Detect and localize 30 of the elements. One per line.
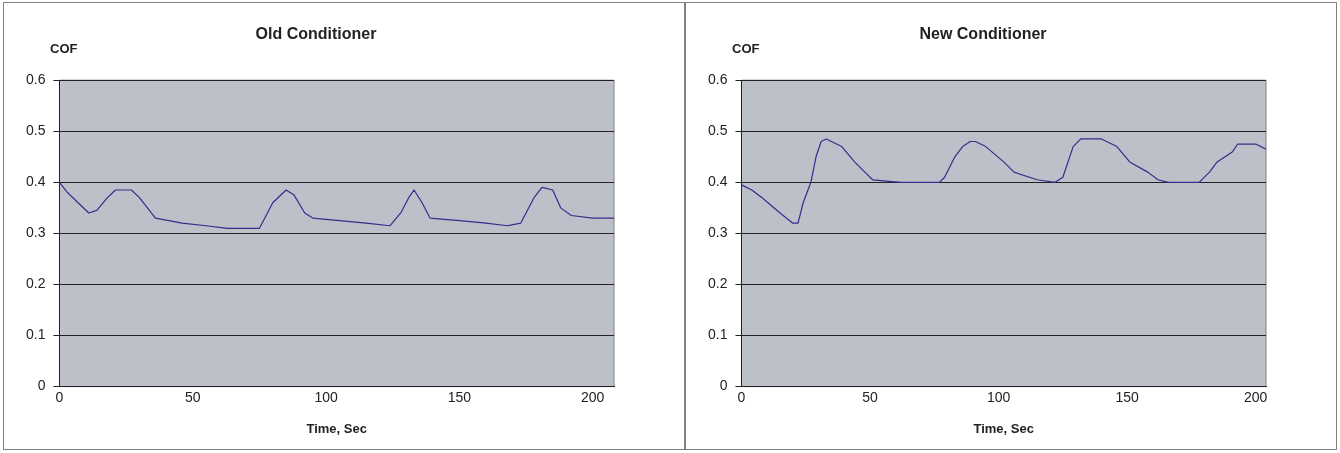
y-tick-label: 0.2 [707,275,728,292]
chart-title: New Conditioner [919,25,1047,43]
y-tick-label: 0.1 [707,326,728,343]
y-tick-label: 0.1 [25,326,46,343]
y-tick-label: 0.4 [707,173,728,190]
y-tick-label: 0.4 [25,173,46,190]
y-tick-label: 0 [719,377,728,394]
y-tick-label: 0.3 [25,224,46,241]
x-tick-label: 0 [55,388,64,405]
x-tick-label: 0 [737,388,746,405]
x-tick-label: 100 [986,388,1011,405]
y-tick-label: 0.6 [707,71,728,88]
x-tick-label: 100 [314,388,338,405]
chart-title: Old Conditioner [255,25,377,43]
x-axis-title: Time, Sec [306,420,367,436]
y-axis-title: COF [50,40,78,56]
y-tick-label: 0.2 [25,275,46,292]
y-tick-label: 0.5 [707,122,728,139]
y-tick-label: 0.6 [25,71,46,88]
x-tick-label: 150 [1115,388,1140,405]
x-tick-label: 150 [447,388,472,405]
x-tick-label: 200 [1244,388,1268,405]
x-tick-label: 50 [862,388,879,405]
x-tick-label: 200 [580,388,605,405]
x-tick-label: 50 [184,388,201,405]
x-axis-title: Time, Sec [973,420,1034,436]
y-axis-title: COF [732,40,760,56]
y-tick-label: 0.3 [707,224,728,241]
y-tick-label: 0.5 [25,122,46,139]
y-tick-label: 0 [37,377,46,394]
